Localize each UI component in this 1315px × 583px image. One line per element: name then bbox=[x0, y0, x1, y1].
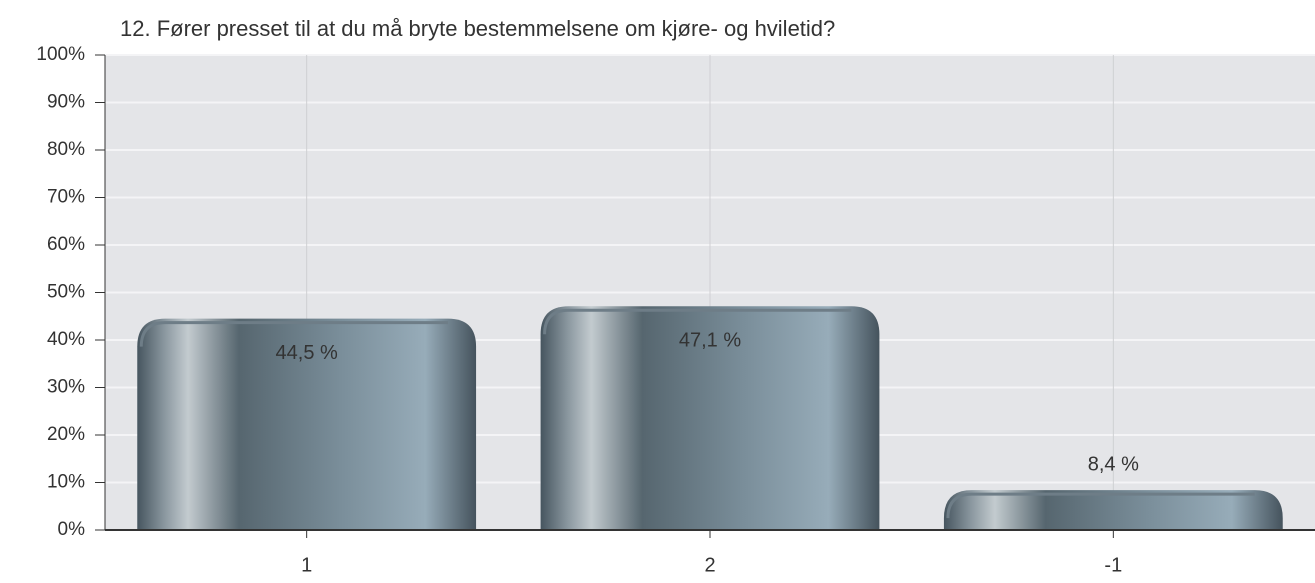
value-label: 47,1 % bbox=[679, 330, 741, 352]
value-label: 44,5 % bbox=[276, 342, 338, 364]
y-tick-label: 90% bbox=[47, 92, 85, 113]
x-tick-label: 2 bbox=[704, 554, 715, 576]
y-tick-label: 70% bbox=[47, 187, 85, 208]
y-tick-label: 0% bbox=[58, 519, 86, 540]
x-tick-label: 1 bbox=[301, 554, 312, 576]
bar-highlight bbox=[946, 492, 1255, 519]
y-tick-label: 10% bbox=[47, 472, 85, 493]
y-tick-label: 80% bbox=[47, 139, 85, 160]
bar bbox=[943, 490, 1283, 530]
y-tick-label: 60% bbox=[47, 234, 85, 255]
y-tick-label: 40% bbox=[47, 329, 85, 350]
bar bbox=[540, 306, 880, 530]
y-tick-label: 30% bbox=[47, 377, 85, 398]
y-tick-label: 20% bbox=[47, 424, 85, 445]
y-tick-label: 50% bbox=[47, 282, 85, 303]
value-label: 8,4 % bbox=[1088, 453, 1139, 475]
x-tick-label: -1 bbox=[1104, 554, 1122, 576]
bar-highlight bbox=[139, 321, 449, 347]
chart-title: 12. Fører presset til at du må bryte bes… bbox=[120, 16, 835, 41]
bar-highlight bbox=[543, 308, 852, 335]
bar bbox=[137, 318, 477, 530]
y-tick-label: 100% bbox=[36, 44, 85, 65]
